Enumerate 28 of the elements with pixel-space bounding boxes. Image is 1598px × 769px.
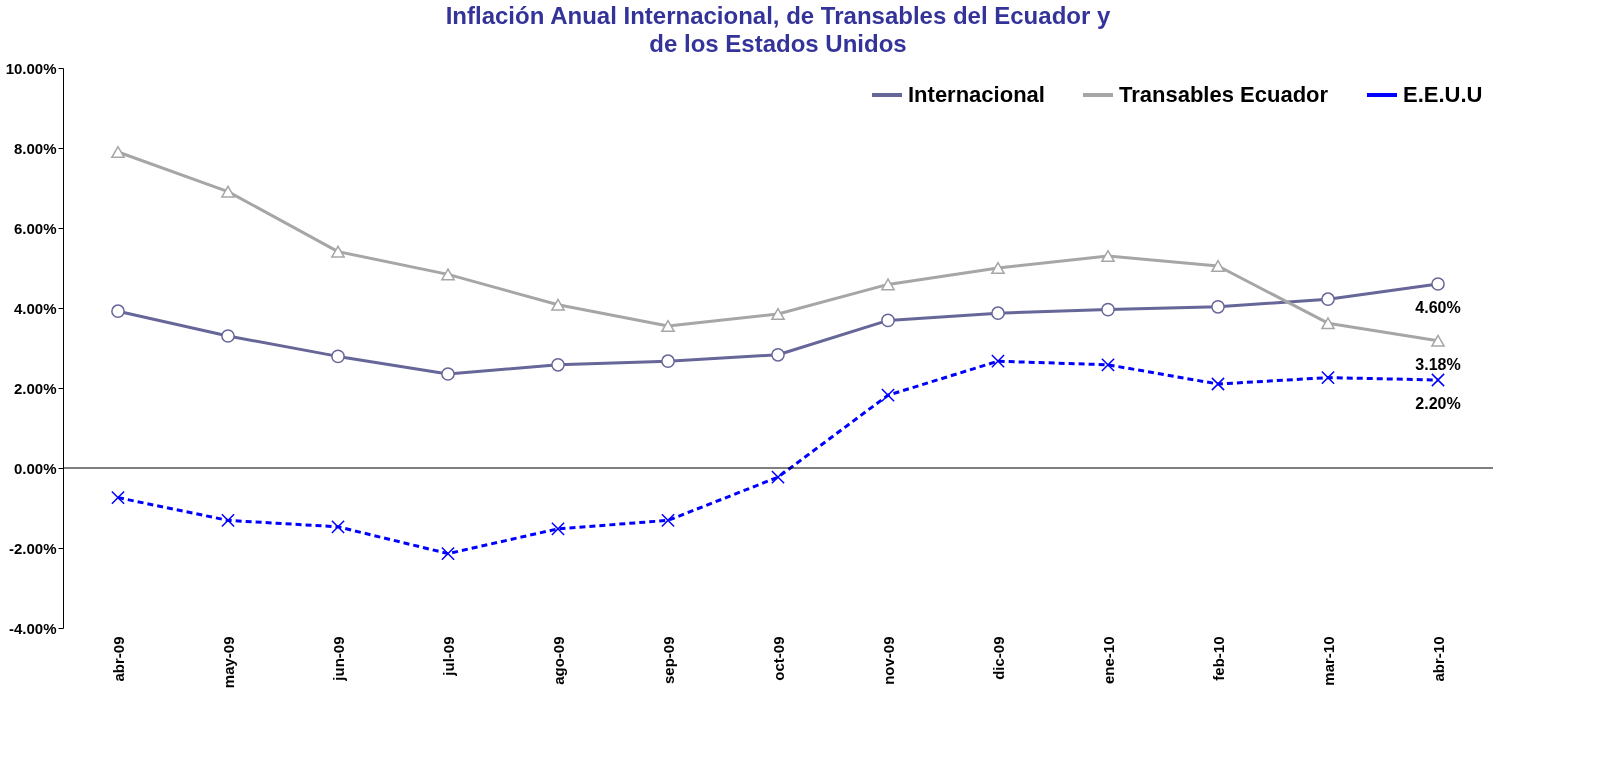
data-label: 3.18% (1415, 355, 1461, 373)
y-tick-label: 10.00% (5, 59, 57, 77)
y-tick-label: 0.00% (13, 459, 57, 477)
x-tick-label: oct-09 (769, 636, 787, 681)
x-tick-label: jun-09 (329, 636, 347, 682)
x-tick-label: abr-10 (1429, 636, 1447, 682)
y-tick-label: 4.00% (13, 299, 57, 317)
data-label: 2.20% (1415, 395, 1461, 412)
x-tick-label: may-09 (219, 636, 237, 689)
x-tick-label: feb-10 (1209, 636, 1227, 681)
x-tick-label: jul-09 (439, 636, 457, 677)
x-tick-label: dic-09 (989, 636, 1007, 680)
legend-label: Transables Ecuador (1119, 82, 1329, 107)
x-tick-label: mar-10 (1319, 636, 1337, 686)
chart-title: Inflación Anual Internacional, de Transables del Ecuador y de los Estados Unidos (445, 2, 1111, 57)
x-tick-label: nov-09 (879, 636, 897, 685)
x-tick-label: sep-09 (659, 636, 677, 685)
y-tick-label: -2.00% (8, 539, 57, 557)
legend-label: Internacional (908, 82, 1045, 107)
x-tick-label: ago-09 (549, 636, 567, 685)
legend-label: E.E.U.U (1403, 82, 1483, 107)
y-tick-label: 8.00% (13, 139, 57, 157)
data-label: 4.60% (1415, 299, 1461, 316)
x-tick-label: ene-10 (1099, 636, 1117, 685)
x-tick-label: abr-09 (109, 636, 127, 682)
y-tick-label: 2.00% (13, 379, 57, 397)
y-tick-label: 6.00% (13, 219, 57, 237)
y-tick-label: -4.00% (8, 619, 57, 637)
